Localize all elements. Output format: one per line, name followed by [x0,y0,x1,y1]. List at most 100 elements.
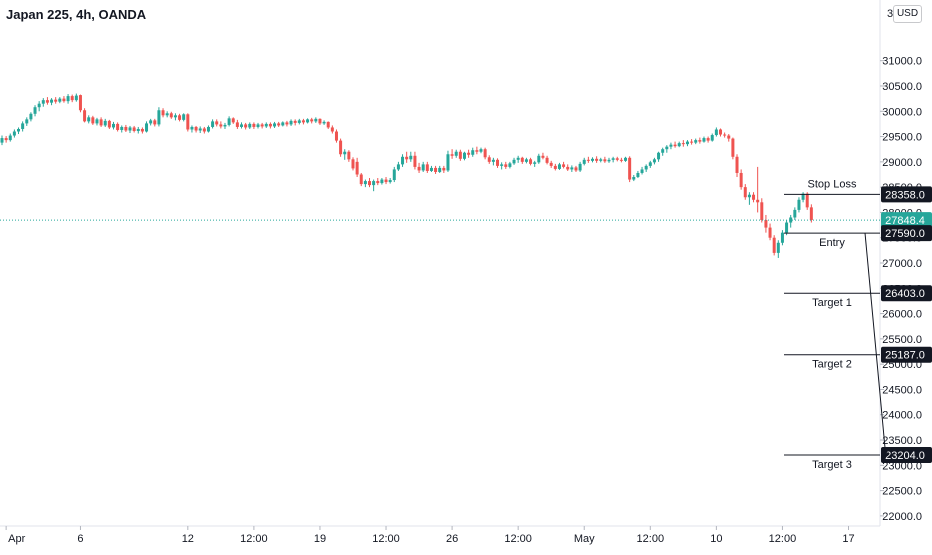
candle-body [405,156,409,160]
time-tick-label: May [574,533,595,545]
candle-body [756,199,760,203]
candle-body [549,162,553,166]
candle-body [446,154,450,171]
candle-body [149,120,153,124]
candle-body [739,172,743,188]
candle-body [685,141,689,145]
candle-body [648,162,652,166]
candle-body [248,123,252,128]
candle-body [70,96,74,101]
candles [0,93,813,258]
candle-body [107,120,111,128]
candle-body [339,140,343,155]
candle-body [322,121,326,124]
candle-body [619,159,623,161]
candle-body [450,154,454,156]
candle-body [186,114,190,130]
level-price-label: 23204.0 [885,450,925,462]
candle-body [244,124,248,128]
candle-body [372,181,376,186]
candle-body [182,114,186,120]
candle-body [752,194,756,200]
price-tick-label: 31000.0 [882,56,922,68]
candle-body [202,128,206,132]
candle-body [566,166,570,170]
candle-body [384,179,388,183]
candle-body [640,169,644,173]
candle-body [487,157,491,162]
candle-body [421,164,425,171]
price-tick-label: 24000.0 [882,410,922,422]
candle-body [227,118,231,125]
time-axis[interactable]: Apr 6 12 12:00 19 12:00 26 12:00 May 12:00 10 12:00… [0,525,880,545]
candle-body [731,138,735,157]
candle-body [516,157,520,160]
price-tick-label: 23500.0 [882,435,922,447]
candle-body [681,143,685,145]
candle-body [780,232,784,243]
candle-body [33,107,37,114]
candle-body [805,193,809,208]
current-price-label: 27848.4 [885,215,925,227]
candle-body [677,143,681,147]
candle-body [764,220,768,228]
level-price-tag [881,186,932,203]
candle-body [29,113,33,120]
candle-body [62,98,66,102]
candle-body [252,123,256,127]
candle-body [8,135,12,141]
candle-body [574,167,578,171]
candle-body [388,180,392,183]
candle-body [153,120,157,125]
candle-body [111,123,115,128]
candle-body [281,122,285,126]
candle-body [801,193,805,200]
level-1: 27590.0 Entry [784,225,932,249]
candle-body [116,123,120,130]
candle-body [491,159,495,162]
candle-body [4,138,8,141]
candle-body [458,151,462,159]
candle-body [557,164,561,169]
candle-body [475,150,479,152]
candle-body [809,207,813,221]
time-tick-label: 6 [77,533,83,545]
candle-body [698,140,702,142]
candle-body [132,127,136,131]
candle-body [37,103,41,108]
candle-body [562,164,566,167]
candle-body [644,165,648,170]
candle-body [541,155,545,158]
currency-button[interactable]: USD [893,5,922,23]
current-price: 27848.4 [0,212,932,229]
candle-body [334,131,338,141]
price-tick-label: 30000.0 [882,106,922,118]
trade-levels: 28358.0 Stop Loss 27590.0 Entry 26403.0 Targe… [784,178,932,471]
candle-body [537,155,541,163]
candle-body [54,99,58,102]
candle-body [434,167,438,172]
candle-body [628,157,632,180]
level-price-tag [881,446,932,463]
candle-body [351,159,355,169]
level-0: 28358.0 Stop Loss [784,178,932,203]
candle-body [215,121,219,125]
candle-body [99,119,103,126]
candle-body [206,126,210,132]
price-tick-label: 22500.0 [882,486,922,498]
candle-body [277,123,281,126]
candle-body [223,124,227,127]
candle-body [582,159,586,164]
candle-body [438,167,442,172]
candle-body [533,162,537,164]
candle-body [462,152,466,159]
time-tick-label: 12:00 [240,533,268,545]
candle-body [706,138,710,141]
candle-body [235,122,239,127]
candle-body [776,242,780,253]
arrow-shaft [864,233,887,456]
candle-body [264,123,268,127]
candle-body [136,128,140,131]
candle-body [615,158,619,160]
